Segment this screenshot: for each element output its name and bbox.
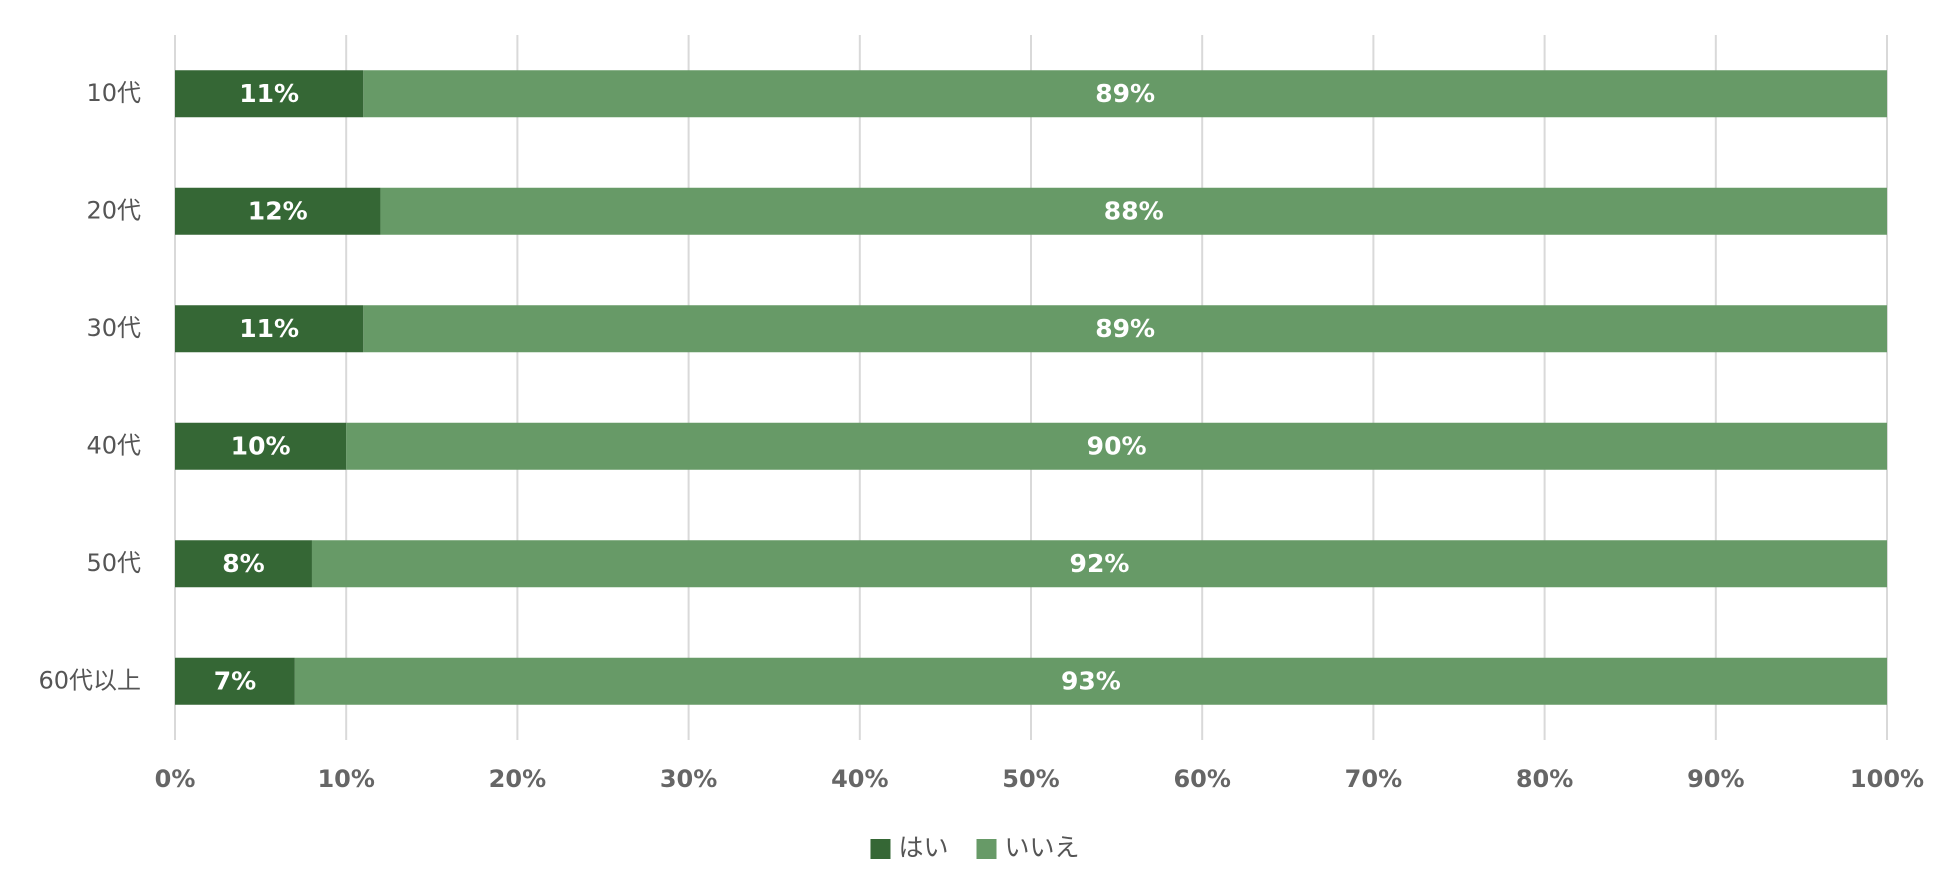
data-label: 88% (1104, 196, 1164, 225)
legend-swatch (870, 839, 891, 859)
x-tick-label: 50% (1002, 765, 1059, 793)
legend-swatch (976, 839, 997, 859)
bar-segment (175, 540, 312, 588)
y-tick-label: 60代以上 (38, 666, 141, 694)
data-label: 92% (1070, 549, 1130, 578)
bar-segment (363, 70, 1887, 118)
data-label: 93% (1061, 666, 1121, 695)
bar-segment (175, 70, 364, 118)
y-tick-label: 10代 (86, 79, 141, 107)
x-tick-label: 30% (660, 765, 717, 793)
bar-segment (311, 540, 1888, 588)
x-tick-label: 10% (317, 765, 374, 793)
x-tick-label: 20% (489, 765, 546, 793)
bar-segment (175, 422, 347, 470)
data-label: 89% (1095, 314, 1155, 343)
y-tick-label: 50代 (86, 549, 141, 577)
data-label: 11% (239, 314, 299, 343)
bar-segment (380, 187, 1888, 235)
legend-label: いいえ (1005, 833, 1080, 862)
data-label: 11% (239, 79, 299, 108)
x-tick-label: 60% (1173, 765, 1230, 793)
data-label: 89% (1095, 79, 1155, 108)
x-tick-label: 40% (831, 765, 888, 793)
y-tick-label: 40代 (86, 431, 141, 459)
legend-label: はい (898, 833, 948, 862)
y-tick-label: 30代 (86, 314, 141, 342)
bar-segment (175, 305, 364, 353)
data-label: 7% (214, 666, 256, 695)
x-tick-label: 90% (1687, 765, 1744, 793)
bar-segment (294, 657, 1888, 705)
x-tick-label: 70% (1345, 765, 1402, 793)
data-label: 8% (222, 549, 264, 578)
y-tick-label: 20代 (86, 196, 141, 224)
x-tick-label: 0% (155, 765, 196, 793)
data-label: 90% (1087, 431, 1147, 460)
bar-segment (346, 422, 1888, 470)
x-tick-label: 80% (1516, 765, 1573, 793)
bar-segment (175, 657, 295, 705)
x-tick-label: 100% (1850, 765, 1924, 793)
data-label: 12% (248, 196, 308, 225)
bar-segment (363, 305, 1887, 353)
bar-segment (175, 187, 381, 235)
data-label: 10% (231, 431, 291, 460)
